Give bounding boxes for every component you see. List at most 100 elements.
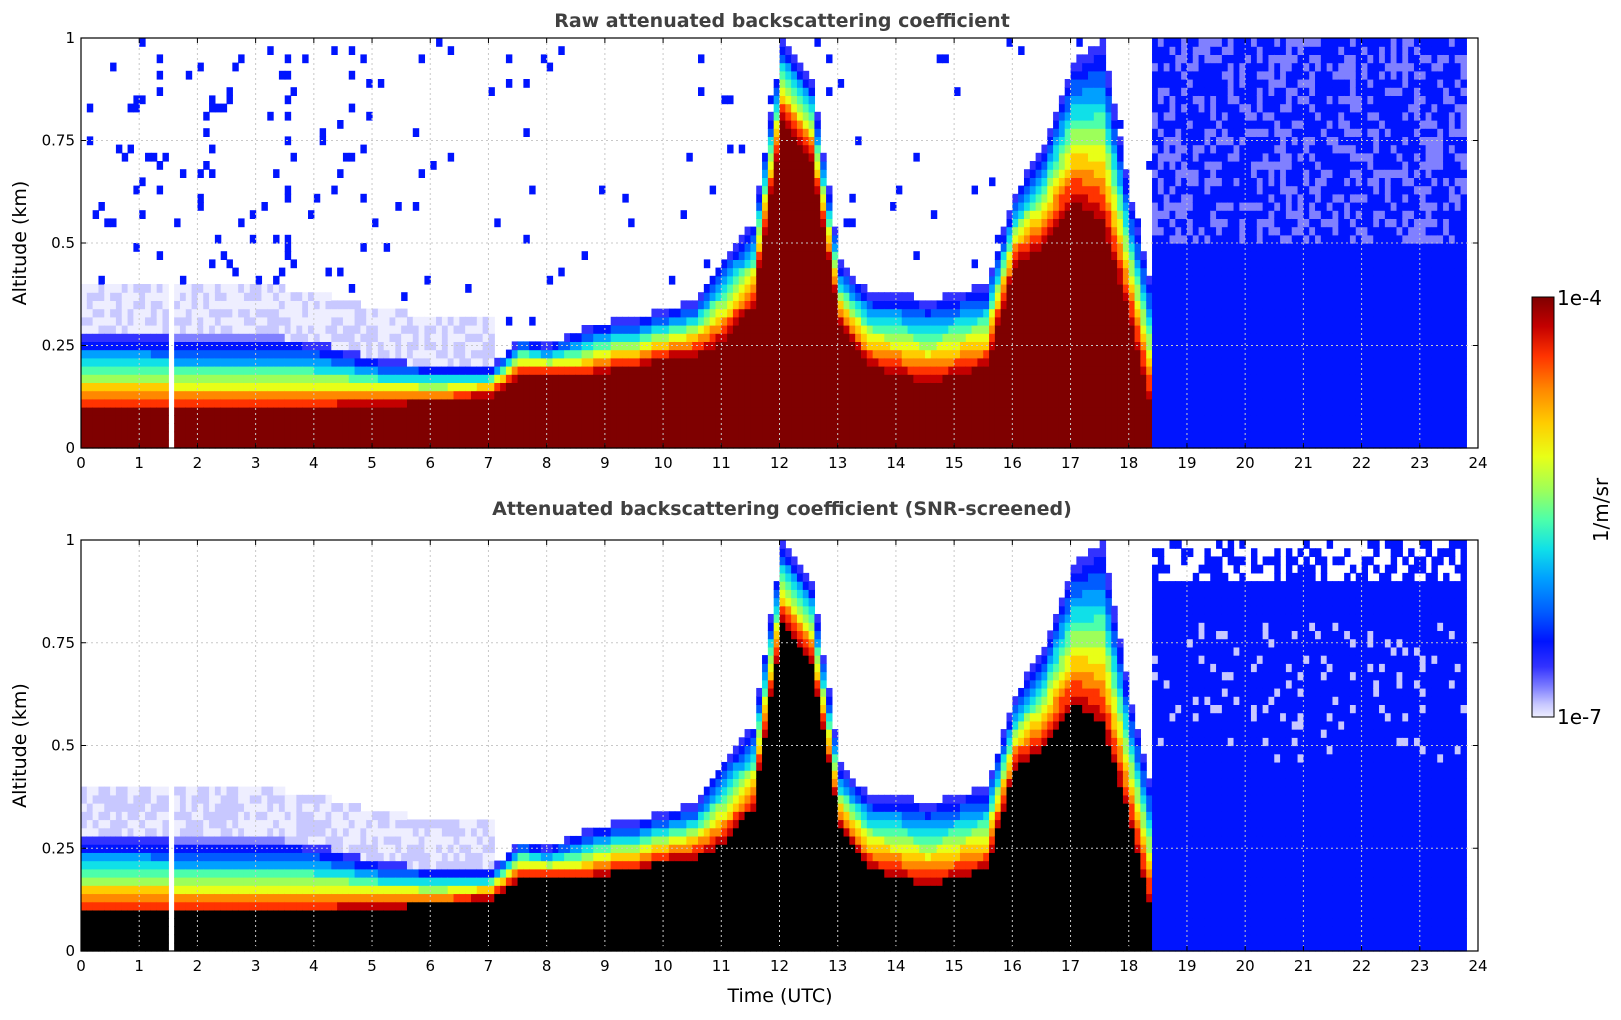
- heatmap-cell: [1175, 103, 1182, 113]
- heatmap-cell: [959, 423, 967, 433]
- heatmap-cell: [1157, 87, 1165, 96]
- heatmap-cell: [98, 366, 105, 375]
- heatmap-cell: [651, 390, 658, 400]
- heatmap-cell: [779, 366, 786, 375]
- heatmap-cell: [1058, 308, 1066, 318]
- heatmap-cell: [779, 169, 786, 178]
- heatmap-cell: [471, 431, 478, 441]
- heatmap-cell: [284, 431, 292, 441]
- heatmap-cell: [843, 415, 850, 424]
- heatmap-cell: [1140, 431, 1147, 441]
- heatmap-cell: [1122, 333, 1130, 342]
- heatmap-cell: [1018, 390, 1025, 400]
- heatmap-cell: [1076, 382, 1083, 392]
- heatmap-cell: [796, 341, 804, 351]
- heatmap-cell: [284, 333, 292, 342]
- heatmap-cell: [715, 284, 722, 293]
- heatmap-cell: [133, 366, 140, 375]
- heatmap-cell: [465, 341, 472, 351]
- heatmap-cell: [1018, 210, 1025, 219]
- heatmap-cell: [139, 38, 146, 47]
- heatmap-cell: [1204, 70, 1211, 80]
- heatmap-cell: [1000, 292, 1008, 301]
- heatmap-cell: [604, 415, 612, 424]
- heatmap-cell: [1064, 431, 1072, 441]
- heatmap-cell: [971, 366, 979, 375]
- heatmap-cell: [977, 439, 984, 449]
- heatmap-cell: [1227, 431, 1235, 441]
- heatmap-cell: [715, 357, 722, 367]
- heatmap-cell: [884, 407, 891, 416]
- heatmap-cell: [377, 333, 385, 342]
- heatmap-cell: [406, 439, 414, 449]
- heatmap-cell: [226, 87, 233, 96]
- heatmap-cell: [1058, 333, 1066, 342]
- heatmap-cell: [1181, 308, 1188, 318]
- heatmap-cell: [342, 152, 350, 162]
- heatmap-cell: [476, 333, 484, 342]
- heatmap-cell: [674, 439, 682, 449]
- heatmap-cell: [785, 407, 792, 416]
- heatmap-cell: [779, 54, 786, 64]
- heatmap-cell: [110, 218, 117, 228]
- heatmap-cell: [511, 382, 519, 392]
- heatmap-cell: [750, 349, 757, 359]
- heatmap-cell: [1175, 259, 1182, 269]
- heatmap-cell: [796, 275, 804, 285]
- heatmap-cell: [808, 259, 816, 269]
- heatmap-cell: [948, 325, 955, 334]
- heatmap-cell: [1047, 390, 1054, 400]
- heatmap-cell: [1221, 136, 1229, 146]
- heatmap-cell: [1093, 423, 1101, 433]
- heatmap-cell: [1221, 62, 1229, 72]
- heatmap-cell: [767, 218, 775, 228]
- heatmap-cell: [919, 415, 926, 424]
- heatmap-cell: [1035, 161, 1043, 170]
- heatmap-cell: [1023, 202, 1031, 211]
- heatmap-cell: [1175, 70, 1182, 80]
- heatmap-cell: [1064, 415, 1072, 424]
- heatmap-cell: [744, 349, 751, 359]
- heatmap-cell: [651, 357, 658, 367]
- heatmap-cell: [1088, 161, 1095, 170]
- heatmap-cell: [267, 300, 274, 310]
- heatmap-cell: [1006, 226, 1013, 236]
- heatmap-cell: [377, 79, 385, 88]
- heatmap-cell: [185, 284, 193, 293]
- heatmap-cell: [1152, 374, 1159, 383]
- heatmap-cell: [837, 431, 845, 441]
- heatmap-cell: [954, 316, 961, 326]
- heatmap-cell: [1122, 177, 1130, 187]
- heatmap-cell: [558, 46, 565, 55]
- heatmap-cell: [500, 398, 507, 408]
- heatmap-cell: [855, 366, 862, 375]
- heatmap-cell: [767, 325, 775, 334]
- heatmap-cell: [802, 349, 810, 359]
- heatmap-cell: [261, 374, 268, 383]
- heatmap-cell: [313, 292, 321, 301]
- heatmap-cell: [121, 349, 129, 359]
- heatmap-cell: [1204, 210, 1211, 219]
- heatmap-cell: [1111, 398, 1118, 408]
- heatmap-cell: [296, 341, 303, 351]
- heatmap-cell: [1152, 218, 1159, 228]
- heatmap-cell: [471, 357, 478, 367]
- heatmap-cell: [284, 70, 292, 80]
- heatmap-cell: [1082, 300, 1089, 310]
- heatmap-cell: [1192, 316, 1200, 326]
- heatmap-cell: [814, 333, 821, 342]
- heatmap-cell: [308, 423, 315, 433]
- heatmap-cell: [1198, 87, 1206, 96]
- heatmap-cell: [948, 415, 955, 424]
- heatmap-cell: [1099, 46, 1107, 55]
- heatmap-cell: [1076, 333, 1083, 342]
- heatmap-cell: [814, 259, 821, 269]
- heatmap-cell: [767, 161, 775, 170]
- heatmap-cell: [92, 284, 100, 293]
- heatmap-cell: [1175, 62, 1182, 72]
- heatmap-cell: [750, 423, 757, 433]
- heatmap-cell: [698, 439, 705, 449]
- heatmap-cell: [325, 415, 332, 424]
- heatmap-cell: [558, 415, 565, 424]
- heatmap-cell: [756, 341, 763, 351]
